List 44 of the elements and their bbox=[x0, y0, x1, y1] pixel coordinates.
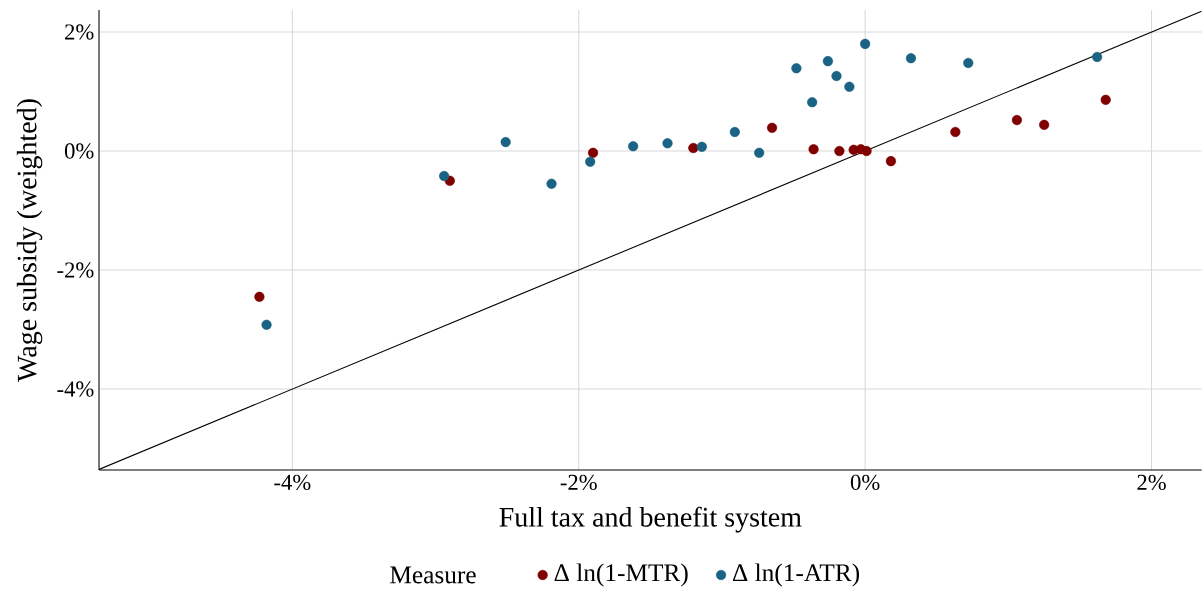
point bbox=[261, 319, 272, 330]
point bbox=[834, 145, 845, 157]
point bbox=[546, 178, 557, 189]
legend-label: Δ ln(1-MTR) bbox=[554, 563, 688, 587]
legend-label: Δ ln(1-ATR) bbox=[732, 563, 860, 587]
point bbox=[1011, 115, 1022, 126]
point bbox=[831, 70, 842, 82]
x-axis-title: Full tax and benefit system bbox=[499, 506, 802, 533]
point bbox=[963, 57, 974, 69]
point bbox=[688, 142, 699, 154]
point bbox=[754, 147, 765, 158]
x-tick-label: 2% bbox=[1137, 474, 1166, 491]
point bbox=[439, 170, 450, 182]
point bbox=[628, 141, 639, 152]
point bbox=[696, 141, 707, 152]
point bbox=[844, 81, 855, 92]
point bbox=[766, 122, 778, 133]
point bbox=[254, 291, 265, 302]
y-tick-label: 0% bbox=[64, 143, 94, 159]
point bbox=[1100, 94, 1111, 105]
point bbox=[885, 156, 896, 167]
point bbox=[861, 145, 872, 157]
point bbox=[822, 56, 833, 67]
legend-title: Measure bbox=[390, 566, 476, 584]
point bbox=[662, 138, 673, 149]
y-tick-label: -2% bbox=[57, 262, 94, 278]
x-tick-label: -2% bbox=[560, 474, 597, 491]
point bbox=[585, 156, 596, 167]
point bbox=[860, 38, 871, 49]
y-axis-title: Wage subsidy (weighted) bbox=[16, 99, 43, 382]
point bbox=[729, 126, 740, 138]
x-tick-label: -4% bbox=[274, 474, 311, 491]
point bbox=[807, 97, 818, 108]
point bbox=[905, 53, 917, 64]
point bbox=[791, 63, 802, 74]
point bbox=[500, 137, 511, 148]
point bbox=[808, 144, 819, 155]
y-tick-label: 2% bbox=[65, 24, 94, 40]
point bbox=[587, 147, 599, 158]
x-tick-label: 0% bbox=[850, 474, 880, 491]
y-tick-label: -4% bbox=[57, 381, 94, 397]
point bbox=[1092, 51, 1103, 63]
point bbox=[950, 126, 961, 138]
point bbox=[1039, 119, 1050, 130]
